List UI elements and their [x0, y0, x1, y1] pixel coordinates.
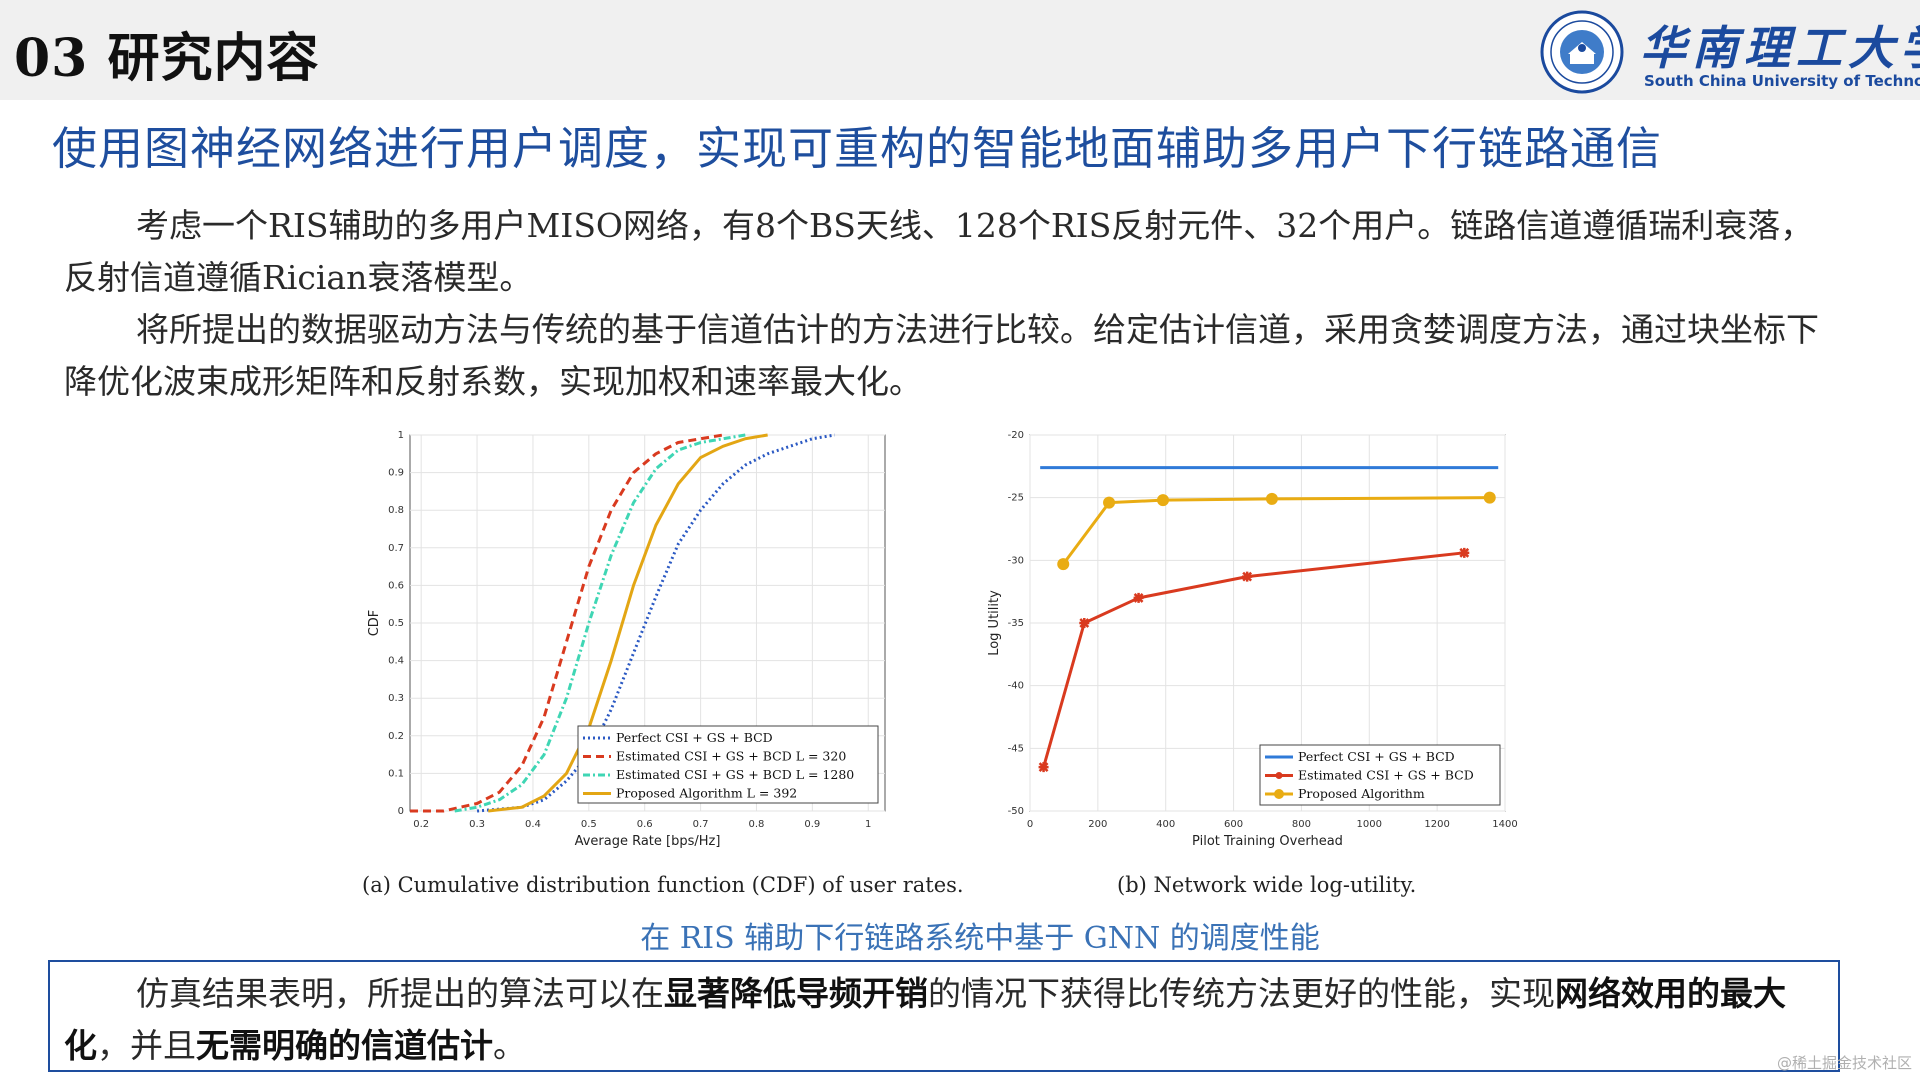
x-tick-label: 0.9: [804, 819, 820, 830]
series-point-2: [1459, 547, 1470, 558]
x-tick-label: 0.5: [581, 819, 597, 830]
x-tick-label: 600: [1224, 819, 1243, 830]
conclusion-part-1: 仿真结果表明，所提出的算法可以在: [136, 974, 664, 1013]
x-axis-label: Pilot Training Overhead: [1192, 834, 1343, 849]
x-axis-label: Average Rate [bps/Hz]: [575, 834, 721, 849]
legend-label: Proposed Algorithm: [1298, 786, 1425, 801]
conclusion-text: 仿真结果表明，所提出的算法可以在显著降低导频开销的情况下获得比传统方法更好的性能…: [64, 968, 1834, 1072]
university-name-en: South China University of Technology: [1644, 72, 1920, 90]
conclusion-box: 仿真结果表明，所提出的算法可以在显著降低导频开销的情况下获得比传统方法更好的性能…: [48, 960, 1840, 1072]
figure-caption-a: (a) Cumulative distribution function (CD…: [362, 873, 964, 897]
y-tick-label: -25: [1008, 493, 1024, 504]
university-logo: 华南理工大学 South China University of Technol…: [1540, 8, 1920, 96]
y-axis-label: Log Utility: [987, 590, 1002, 656]
y-tick-label: -20: [1008, 430, 1024, 441]
y-tick-label: 0.1: [388, 768, 404, 779]
y-tick-label: 0.7: [388, 543, 404, 554]
university-name-cn: 华南理工大学: [1640, 21, 1920, 75]
paragraph-2: 将所提出的数据驱动方法与传统的基于信道估计的方法进行比较。给定估计信道，采用贪婪…: [64, 310, 1819, 401]
series-line-4: [488, 433, 768, 813]
series-point-2: [1242, 571, 1253, 582]
legend-label: Proposed Algorithm L = 392: [616, 786, 797, 801]
conclusion-highlight-3: 无需明确的信道估计: [196, 1026, 493, 1065]
y-tick-label: 0.6: [388, 580, 404, 591]
conclusion-part-2: 的情况下获得比传统方法更好的性能，实现: [928, 974, 1555, 1013]
conclusion-highlight-2: 网络效用的最大化: [64, 974, 1786, 1065]
x-tick-label: 0.2: [413, 819, 429, 830]
figure-title: 在 RIS 辅助下行链路系统中基于 GNN 的调度性能: [640, 921, 1320, 956]
legend-label: Estimated CSI + GS + BCD: [1298, 768, 1474, 783]
slide-headline: 使用图神经网络进行用户调度，实现可重构的智能地面辅助多用户下行链路通信: [52, 122, 1663, 175]
series-line-3: [454, 433, 746, 813]
x-tick-label: 1000: [1357, 819, 1382, 830]
x-tick-label: 0: [1027, 819, 1033, 830]
series-point-2: [1079, 618, 1090, 628]
legend-box: [1259, 744, 1501, 806]
x-tick-label: 800: [1292, 819, 1311, 830]
series-line-2: [410, 433, 724, 813]
university-seal-icon: [1540, 10, 1624, 94]
x-tick-label: 1200: [1424, 819, 1449, 830]
cdf-chart: 0.2 0.3 0.4 0.5 0.6 0.7 0.8 0.9 1 0 0.1 0.2 0.3 0.4 0.…: [367, 430, 886, 849]
log-utility-chart: 0 200 400 600 800 1000 1200 1400 -50 -45 -40 -35 -30…: [987, 430, 1518, 849]
paragraph-1: 考虑一个RIS辅助的多用户MISO网络，有8个BS天线、128个RIS反射元件、…: [64, 206, 1814, 297]
series-point-3: [1057, 558, 1070, 571]
x-tick-label: 400: [1156, 819, 1175, 830]
legend-label: Estimated CSI + GS + BCD L = 320: [616, 749, 846, 764]
y-tick-label: -50: [1008, 806, 1024, 817]
figure-caption-b: (b) Network wide log-utility.: [1117, 873, 1417, 897]
legend-label: Perfect CSI + GS + BCD: [616, 730, 773, 745]
x-tick-label: 1: [865, 819, 871, 830]
y-tick-label: 1: [398, 430, 404, 441]
y-tick-label: 0.2: [388, 731, 404, 742]
y-tick-label: -45: [1008, 743, 1024, 754]
series-point-2: [1038, 762, 1049, 773]
y-tick-label: 0: [398, 806, 404, 817]
series-point-3: [1483, 491, 1496, 504]
y-tick-label: 0.3: [388, 693, 404, 704]
legend-label: Perfect CSI + GS + BCD: [1298, 749, 1455, 764]
x-tick-label: 0.4: [525, 819, 541, 830]
top-bar: 03 研究内容 华南理工大学 South China University of…: [0, 0, 1920, 100]
conclusion-highlight-1: 显著降低导频开销: [664, 974, 928, 1013]
watermark: @稀土掘金技术社区: [1776, 1054, 1912, 1072]
x-tick-label: 0.6: [637, 819, 653, 830]
x-tick-label: 1400: [1492, 819, 1517, 830]
legend-marker: [1275, 772, 1283, 779]
y-tick-label: -30: [1008, 555, 1024, 566]
y-tick-label: 0.5: [388, 618, 404, 629]
x-tick-label: 0.7: [693, 819, 709, 830]
y-tick-label: 0.8: [388, 505, 404, 516]
x-tick-label: 200: [1088, 819, 1107, 830]
y-tick-label: -40: [1008, 681, 1024, 692]
y-tick-label: -35: [1008, 618, 1024, 629]
y-tick-label: 0.4: [388, 656, 404, 667]
series-point-3: [1103, 496, 1116, 509]
legend-marker: [1274, 789, 1284, 799]
x-tick-label: 0.3: [469, 819, 485, 830]
conclusion-part-4: 。: [493, 1026, 526, 1065]
series-point-3: [1265, 492, 1278, 505]
legend-label: Estimated CSI + GS + BCD L = 1280: [616, 767, 854, 782]
section-title: 03 研究内容: [14, 28, 320, 89]
x-tick-label: 0.8: [749, 819, 765, 830]
legend-box: [577, 725, 879, 804]
y-tick-label: 0.9: [388, 468, 404, 479]
conclusion-part-3: ，并且: [97, 1026, 196, 1065]
y-axis-label: CDF: [367, 610, 382, 637]
series-point-3: [1157, 494, 1169, 507]
series-point-2: [1133, 592, 1144, 603]
